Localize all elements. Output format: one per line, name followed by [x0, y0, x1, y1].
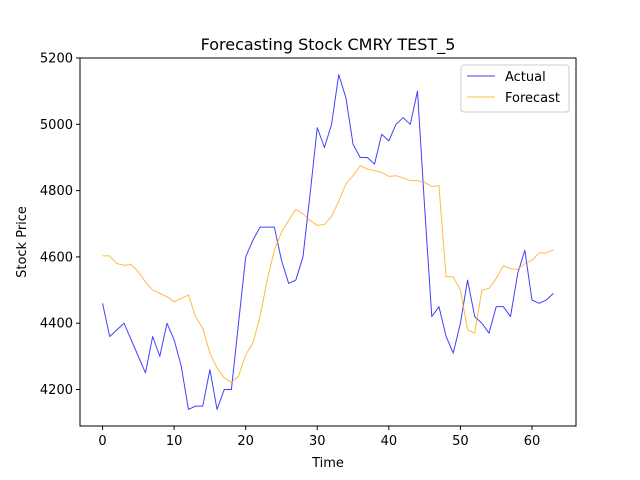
legend-label-actual: Actual — [505, 70, 546, 85]
y-tick-label: 4200 — [40, 383, 73, 398]
x-tick-label: 50 — [452, 434, 469, 449]
x-tick-label: 40 — [381, 434, 398, 449]
x-tick-label: 30 — [309, 434, 326, 449]
x-axis: 0 10 20 30 40 50 60 — [98, 426, 540, 449]
y-tick-label: 4400 — [40, 317, 73, 332]
x-tick-label: 0 — [98, 434, 106, 449]
series-line-forecast — [102, 165, 554, 383]
series-line-actual — [102, 74, 554, 410]
y-axis: 4200 4400 4600 4800 5000 5200 — [40, 52, 80, 398]
y-axis-label: Stock Price — [15, 206, 30, 278]
legend: Actual Forecast — [460, 64, 570, 113]
plot-lines — [102, 74, 554, 410]
x-tick-label: 10 — [166, 434, 183, 449]
y-tick-label: 5200 — [40, 52, 73, 67]
legend-label-forecast: Forecast — [505, 91, 560, 106]
legend-box — [460, 64, 570, 113]
x-tick-label: 60 — [524, 434, 541, 449]
y-tick-label: 4800 — [40, 184, 73, 199]
chart-title: Forecasting Stock CMRY TEST_5 — [201, 35, 456, 55]
y-tick-label: 4600 — [40, 250, 73, 265]
plot-frame — [79, 57, 577, 427]
x-axis-label: Time — [311, 456, 344, 471]
y-tick-label: 5000 — [40, 118, 73, 133]
x-tick-label: 20 — [237, 434, 254, 449]
